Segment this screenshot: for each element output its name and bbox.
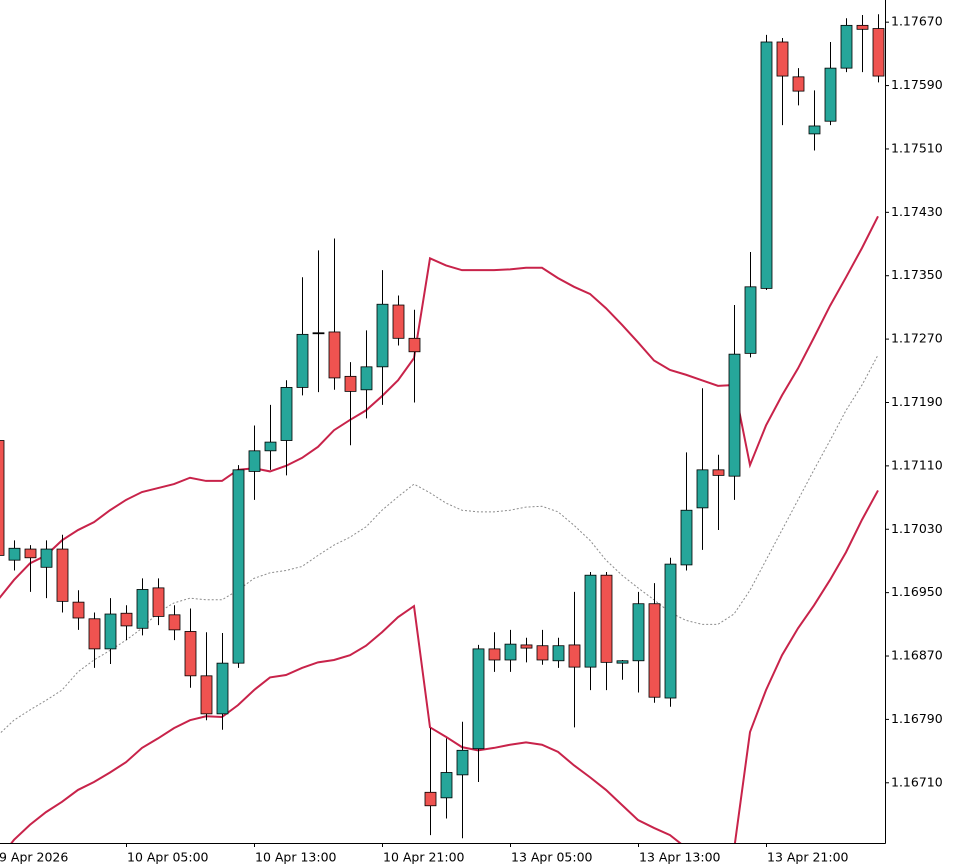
plot-area	[0, 14, 885, 843]
candle-body	[168, 614, 181, 631]
candle-body	[552, 645, 565, 662]
candle-body	[584, 574, 597, 668]
candle-body	[296, 333, 309, 388]
candle-body	[472, 648, 485, 750]
y-tick-label: 1.17510	[891, 140, 943, 155]
candle-body	[344, 375, 357, 392]
candle-body	[744, 286, 757, 354]
x-tick-label: 10 Apr 05:00	[127, 850, 209, 865]
y-tick-label: 1.17030	[891, 521, 943, 536]
candle-body	[776, 41, 789, 77]
candle-body	[520, 644, 533, 649]
y-tick-label: 1.16950	[891, 584, 943, 599]
candle-body	[728, 353, 741, 477]
candle-body	[136, 589, 149, 629]
y-tick-label: 1.16870	[891, 648, 943, 663]
candle-body	[424, 791, 437, 807]
candle-body	[488, 648, 501, 661]
candle-body	[600, 574, 613, 663]
candle-body	[56, 548, 69, 602]
candle-body	[568, 644, 581, 668]
candle-body	[120, 612, 133, 627]
band-lower	[10, 489, 879, 843]
candle-body	[808, 125, 821, 135]
candle-body	[40, 548, 53, 568]
candle-body	[856, 24, 869, 30]
candle-body	[440, 772, 453, 799]
x-tick-label: 9 Apr 2026	[0, 850, 68, 865]
candle-body	[152, 587, 165, 617]
candle-body	[664, 563, 677, 699]
candle-body	[360, 366, 373, 391]
candle-body	[616, 660, 629, 664]
candle-body	[792, 76, 805, 92]
candle-body	[248, 450, 261, 472]
x-tick-label: 10 Apr 21:00	[383, 850, 465, 865]
candle-body	[824, 67, 837, 122]
candle-body	[408, 337, 421, 353]
candle-body	[184, 631, 197, 677]
candle-body	[264, 441, 277, 452]
y-tick-label: 1.17110	[891, 457, 943, 472]
candle-body	[88, 618, 101, 650]
candle-body	[456, 749, 469, 776]
candle-body	[712, 469, 725, 476]
y-tick-label: 1.16790	[891, 711, 943, 726]
candle-body	[216, 662, 229, 715]
candle-body	[200, 675, 213, 715]
candle-body	[72, 601, 85, 619]
candle-body	[872, 28, 885, 77]
y-tick-label: 1.17350	[891, 267, 943, 282]
candle-body	[24, 548, 37, 559]
candle-body	[680, 509, 693, 566]
candle-body	[312, 332, 325, 335]
candle-body	[232, 469, 245, 664]
candle-body	[8, 547, 21, 561]
y-tick-label: 1.17270	[891, 331, 943, 346]
candle-body	[648, 603, 661, 698]
candle-body	[0, 440, 5, 556]
candle-body	[328, 331, 341, 379]
band-middle	[0, 354, 879, 735]
candle-body	[696, 469, 709, 509]
x-tick-label: 13 Apr 13:00	[639, 850, 721, 865]
candle-body	[104, 613, 117, 650]
band-upper	[0, 215, 879, 599]
candle-body	[840, 24, 853, 69]
candle-body	[392, 304, 405, 339]
candle-body	[504, 643, 517, 661]
y-tick-label: 1.16710	[891, 774, 943, 789]
candle-body	[760, 41, 773, 289]
x-tick-label: 13 Apr 05:00	[511, 850, 593, 865]
candle-body	[280, 387, 293, 441]
y-tick-label: 1.17430	[891, 204, 943, 219]
candle-body	[536, 645, 549, 661]
candle-body	[632, 603, 645, 662]
candle-body	[376, 303, 389, 368]
x-tick-label: 10 Apr 13:00	[255, 850, 337, 865]
x-tick-label: 13 Apr 21:00	[767, 850, 849, 865]
y-tick-label: 1.17190	[891, 394, 943, 409]
y-tick-label: 1.17590	[891, 77, 943, 92]
y-tick-label: 1.17670	[891, 14, 943, 29]
